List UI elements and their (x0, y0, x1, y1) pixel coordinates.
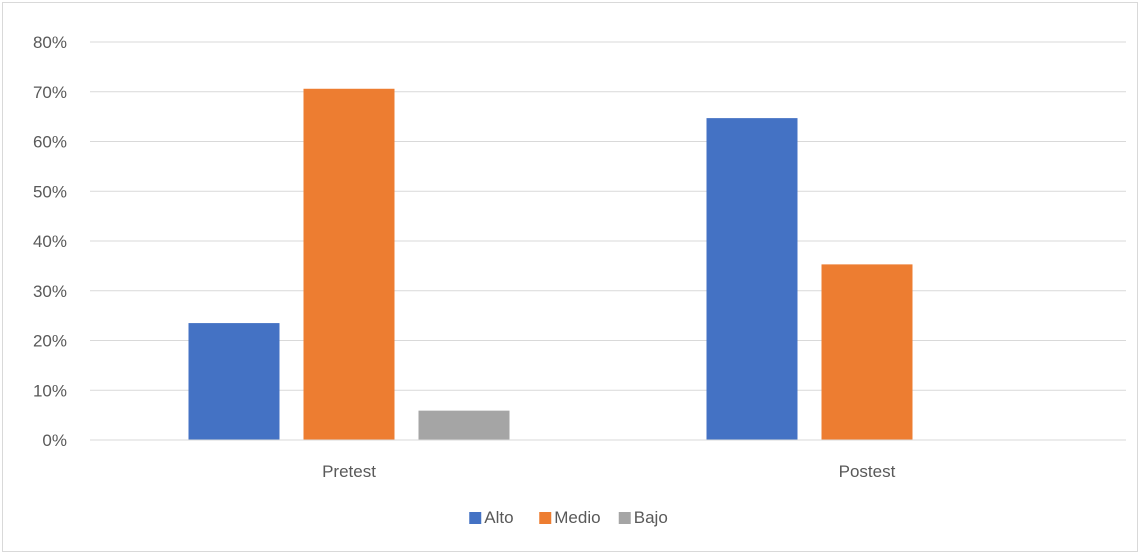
y-tick-label: 20% (33, 332, 67, 351)
y-tick-label: 60% (33, 133, 67, 152)
y-axis-tick-labels: 0% 10% 20% 30% 40% 50% 60% 70% 80% (33, 33, 67, 450)
bar-alto-postest (706, 118, 798, 441)
legend-item-alto: Alto (469, 508, 514, 527)
x-category-label: Pretest (322, 462, 376, 481)
bars (188, 88, 913, 441)
y-tick-label: 70% (33, 83, 67, 102)
bar-medio-pretest (303, 88, 395, 440)
legend-swatch (469, 512, 482, 524)
bar-bajo-pretest (418, 410, 510, 440)
y-tick-label: 40% (33, 232, 67, 251)
legend-label: Bajo (634, 508, 668, 527)
y-tick-label: 0% (42, 431, 67, 450)
bar-alto-pretest (188, 323, 280, 440)
legend-item-bajo: Bajo (618, 508, 668, 527)
y-tick-label: 10% (33, 381, 67, 400)
x-category-label: Postest (839, 462, 896, 481)
legend-swatch (618, 512, 631, 524)
legend-label: Alto (484, 508, 513, 527)
y-tick-label: 50% (33, 182, 67, 201)
legend-item-medio: Medio (539, 508, 601, 527)
legend-label: Medio (554, 508, 600, 527)
legend-swatch (539, 512, 552, 524)
bar-medio-postest (821, 264, 913, 440)
y-tick-label: 80% (33, 33, 67, 52)
x-axis-category-labels: Pretest Postest (322, 462, 896, 481)
y-tick-label: 30% (33, 282, 67, 301)
legend: Alto Medio Bajo (469, 508, 668, 527)
